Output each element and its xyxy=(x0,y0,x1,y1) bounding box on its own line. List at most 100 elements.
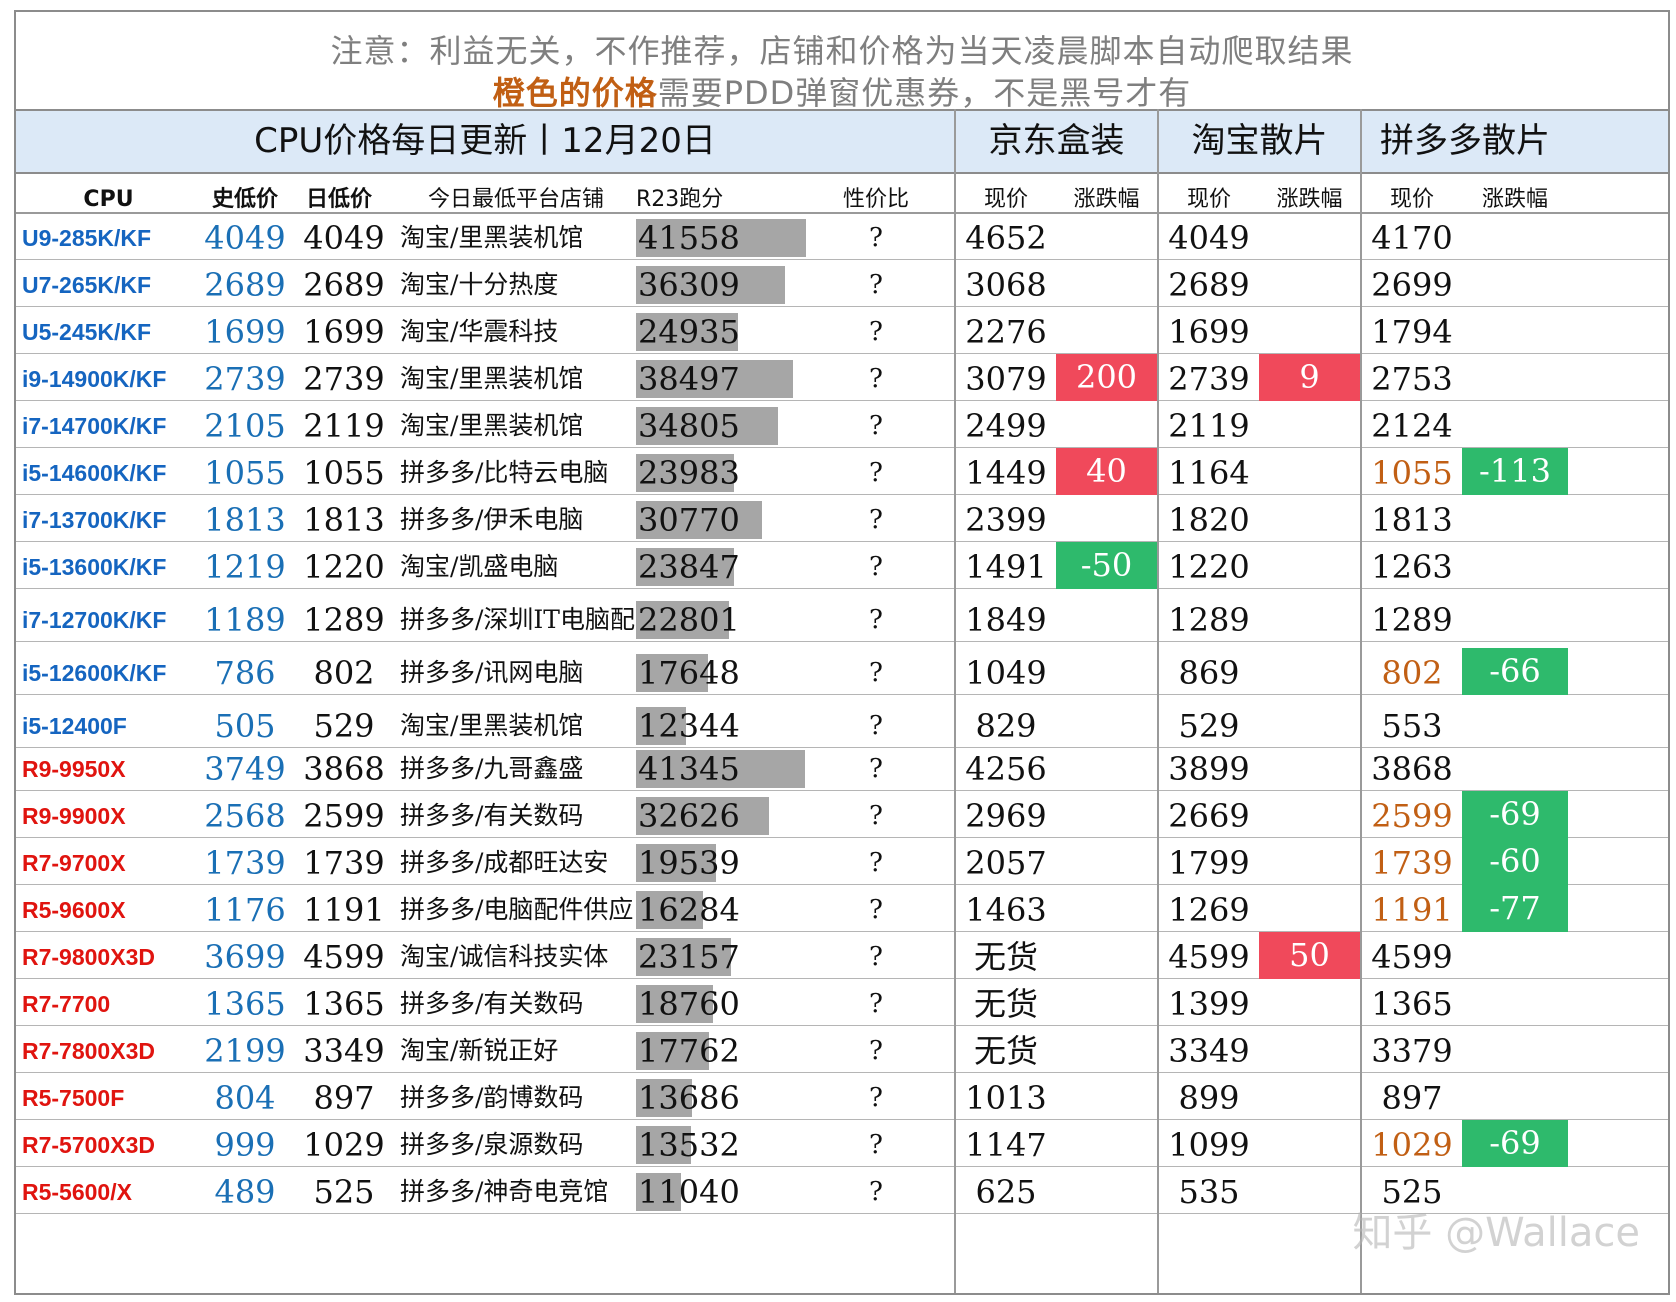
taobao-price: 2739 xyxy=(1168,360,1250,398)
pdd-price: 553 xyxy=(1381,707,1443,745)
jd-price: 2057 xyxy=(965,844,1047,882)
taobao-price: 1220 xyxy=(1168,548,1250,586)
jd-price: 无货 xyxy=(973,938,1038,976)
r23-score: 23157 xyxy=(638,938,740,976)
r23-score: 24935 xyxy=(638,313,740,351)
row-divider xyxy=(16,259,1668,260)
hist-low-price: 1219 xyxy=(204,548,286,586)
day-low-price: 3349 xyxy=(303,1032,385,1070)
r23-cell: 18760 xyxy=(636,982,836,1026)
r23-score: 41345 xyxy=(638,750,740,788)
shop-name: 淘宝/里黑装机馆 xyxy=(400,223,584,252)
jd-price: 3079 xyxy=(965,360,1047,398)
value-ratio: ? xyxy=(869,505,883,535)
r23-bar xyxy=(636,844,716,882)
value-ratio: ? xyxy=(869,801,883,831)
cpu-name: i5-13600K/KF xyxy=(22,554,167,580)
value-ratio: ? xyxy=(869,942,883,972)
divider-pdd xyxy=(1360,109,1362,1293)
header-band: CPU价格每日更新丨12月20日 京东盒装 淘宝散片 拼多多散片 xyxy=(16,109,1668,174)
jd-price: 4256 xyxy=(965,750,1047,788)
hist-low-price: 1176 xyxy=(204,891,286,929)
shop-name: 淘宝/诚信科技实体 xyxy=(400,942,609,971)
r23-score: 18760 xyxy=(638,985,740,1023)
shop-name: 淘宝/华震科技 xyxy=(400,317,559,346)
shop-name: 拼多多/韵博数码 xyxy=(400,1083,584,1112)
shop-name: 拼多多/电脑配件供应 xyxy=(400,895,634,924)
r23-cell: 19539 xyxy=(636,841,836,885)
jd-price: 1147 xyxy=(965,1126,1047,1164)
r23-cell: 13686 xyxy=(636,1076,836,1120)
pdd-price: 1813 xyxy=(1371,501,1453,539)
day-low-price: 525 xyxy=(313,1173,375,1211)
hist-low-price: 4049 xyxy=(204,219,286,257)
jd-group-title: 京东盒装 xyxy=(988,121,1125,161)
pdd-price: 4170 xyxy=(1371,219,1453,257)
day-low-price: 897 xyxy=(313,1079,375,1117)
hist-low-price: 1055 xyxy=(204,454,286,492)
r23-cell: 34805 xyxy=(636,404,836,448)
cpu-name: R7-7800X3D xyxy=(22,1038,155,1064)
pdd-change-badge: -69 xyxy=(1462,791,1568,838)
jd-change-badge: -50 xyxy=(1056,542,1157,589)
hist-low-price: 804 xyxy=(214,1079,276,1117)
r23-cell: 17648 xyxy=(636,651,836,695)
r23-cell: 23847 xyxy=(636,545,836,589)
value-ratio: ? xyxy=(869,1177,883,1207)
hist-low-price: 999 xyxy=(214,1126,276,1164)
taobao-price: 869 xyxy=(1178,654,1240,692)
jd-price: 1449 xyxy=(965,454,1047,492)
row-divider xyxy=(16,306,1668,307)
hist-low-price: 2199 xyxy=(204,1032,286,1070)
col-pdd-price: 现价 xyxy=(1389,187,1434,212)
day-low-price: 802 xyxy=(313,654,375,692)
cpu-name: i7-13700K/KF xyxy=(22,507,167,533)
taobao-group-title: 淘宝散片 xyxy=(1191,121,1328,161)
r23-bar xyxy=(636,938,731,976)
shop-name: 拼多多/成都旺达安 xyxy=(400,848,609,877)
r23-bar xyxy=(636,313,738,351)
shop-name: 拼多多/讯网电脑 xyxy=(400,658,584,687)
cpu-name: i5-12400F xyxy=(22,713,127,739)
shop-name: 淘宝/十分热度 xyxy=(400,270,559,299)
day-low-price: 1055 xyxy=(303,454,385,492)
day-low-price: 4049 xyxy=(303,219,385,257)
col-value: 性价比 xyxy=(842,187,909,212)
value-ratio: ? xyxy=(869,317,883,347)
pdd-change-badge: -69 xyxy=(1462,1120,1568,1167)
r23-score: 30770 xyxy=(638,501,740,539)
taobao-change-badge: 50 xyxy=(1259,932,1360,979)
day-low-price: 2599 xyxy=(303,797,385,835)
hist-low-price: 489 xyxy=(214,1173,276,1211)
taobao-price: 1164 xyxy=(1168,454,1250,492)
cpu-name: R7-5700X3D xyxy=(22,1132,155,1158)
hist-low-price: 1365 xyxy=(204,985,286,1023)
r23-bar xyxy=(636,654,708,692)
r23-score: 19539 xyxy=(638,844,740,882)
shop-name: 拼多多/泉源数码 xyxy=(400,1130,584,1159)
col-jd-price: 现价 xyxy=(983,187,1028,212)
col-jd-change: 涨跌幅 xyxy=(1073,187,1140,212)
pdd-group-title: 拼多多散片 xyxy=(1380,121,1550,161)
pdd-change-badge: -113 xyxy=(1462,448,1568,495)
row-divider xyxy=(16,747,1668,748)
pdd-price: 2699 xyxy=(1371,266,1453,304)
row-divider xyxy=(16,541,1668,542)
notice-line-2: 橙色的价格需要PDD弹窗优惠券，不是黑号才有 xyxy=(16,68,1668,114)
r23-bar xyxy=(636,750,805,788)
jd-price: 1013 xyxy=(965,1079,1047,1117)
taobao-price: 1399 xyxy=(1168,985,1250,1023)
r23-bar xyxy=(636,1032,709,1070)
value-ratio: ? xyxy=(869,989,883,1019)
r23-cell: 23983 xyxy=(636,451,836,495)
taobao-change-badge: 9 xyxy=(1259,354,1360,401)
col-tb-change: 涨跌幅 xyxy=(1276,187,1343,212)
pdd-price: 2599 xyxy=(1371,797,1453,835)
pdd-change-badge: -77 xyxy=(1462,885,1568,932)
r23-bar xyxy=(636,707,686,745)
col-r23: R23跑分 xyxy=(636,187,724,212)
r23-cell: 32626 xyxy=(636,794,836,838)
jd-change-badge: 200 xyxy=(1056,354,1157,401)
row-divider xyxy=(16,1119,1668,1120)
shop-name: 拼多多/比特云电脑 xyxy=(400,458,609,487)
